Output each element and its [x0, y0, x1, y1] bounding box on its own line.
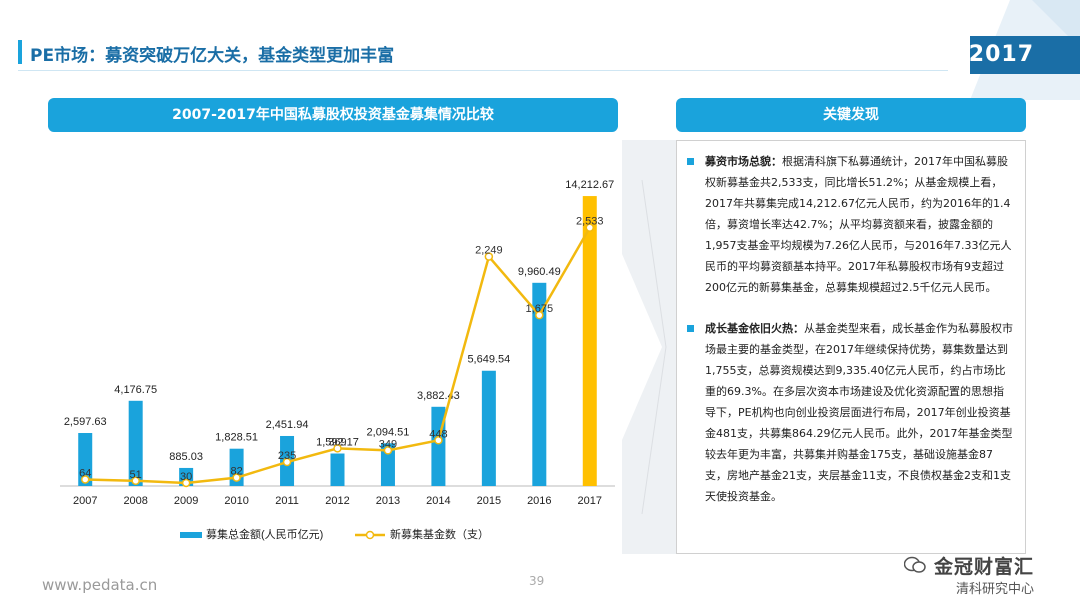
count-label-2007: 64: [79, 467, 91, 479]
finding-body: 根据清科旗下私募通统计，2017年中国私募股权新募基金共2,533支，同比增长5…: [705, 155, 1012, 294]
bar-label-2015: 5,649.54: [467, 354, 510, 366]
bullet-square-icon: [687, 325, 694, 332]
bar-2016: [532, 282, 547, 486]
count-label-2009: 30: [180, 471, 192, 483]
bar-2008: [128, 400, 143, 486]
year-badge: 2017: [940, 0, 1080, 100]
title-bar: PE市场：募资突破万亿大关，基金类型更加丰富: [0, 34, 1000, 72]
title-rule: [18, 70, 948, 71]
watermark-sub: 清科研究中心: [956, 582, 1035, 597]
count-point-2010: [232, 473, 241, 482]
count-label-2015: 2,249: [475, 245, 503, 257]
chart-header: 2007-2017年中国私募股权投资基金募集情况比较: [48, 98, 618, 132]
count-label-2008: 51: [130, 469, 142, 481]
x-tick-2013: 2013: [376, 495, 400, 507]
watermark-main: 金冠财富汇: [934, 556, 1035, 578]
footer-url[interactable]: www.pedata.cn: [42, 576, 158, 594]
bar-label-2011: 2,451.94: [266, 419, 309, 431]
finding-head: 成长基金依旧火热：: [705, 322, 804, 335]
bar-2012: [330, 453, 345, 486]
page-number: 39: [529, 574, 545, 588]
x-tick-2008: 2008: [123, 495, 147, 507]
bullet-square-icon: [687, 158, 694, 165]
count-label-2012: 369: [328, 436, 346, 448]
bar-2007: [78, 433, 93, 486]
x-tick-2007: 2007: [73, 495, 97, 507]
count-label-2017: 2,533: [576, 216, 604, 228]
count-point-2013: [383, 446, 393, 455]
count-point-2014: [434, 436, 443, 445]
watermark: 金冠财富汇 清科研究中心: [896, 552, 1076, 604]
bar-label-2014: 3,882.43: [417, 390, 460, 402]
wechat-icon: [904, 556, 926, 573]
bar-label-2008: 4,176.75: [114, 384, 157, 396]
fundraising-chart: 2,597.63 2007 4,176.75 2008 885.03 2009 1,828.…: [50, 170, 620, 560]
legend-line-marker: [365, 530, 375, 540]
legend-bar-swatch: [180, 532, 202, 538]
bar-label-2010: 1,828.51: [215, 432, 258, 444]
finding-growth-funds: 成长基金依旧火热：从基金类型来看，成长基金作为私募股权市场最主要的基金类型，在2…: [687, 318, 1013, 507]
bar-2015: [481, 370, 496, 486]
legend-line-label: 新募集基金数（支）: [390, 527, 489, 541]
count-point-2017: [585, 223, 595, 232]
bar-label-2016: 9,960.49: [518, 266, 561, 278]
count-point-2009: [181, 478, 191, 488]
bar-label-2007: 2,597.63: [64, 416, 107, 428]
year-badge-shape: [970, 0, 1080, 100]
chart-svg: 2,597.63 2007 4,176.75 2008 885.03 2009 1,828.…: [60, 179, 615, 541]
bar-label-2013: 2,094.51: [367, 426, 410, 438]
findings-box: 募资市场总貌：根据清科旗下私募通统计，2017年中国私募股权新募基金共2,533…: [676, 140, 1026, 554]
count-point-2011: [282, 457, 292, 467]
finding-head: 募资市场总貌：: [705, 155, 782, 168]
findings-header: 关键发现: [676, 98, 1026, 132]
x-tick-2011: 2011: [275, 495, 299, 507]
bar-label-2012: 1,592.17: [316, 437, 359, 449]
funnel-connector: [622, 140, 678, 554]
bar-2013: [380, 443, 395, 486]
title-accent: [18, 40, 22, 64]
x-tick-2012: 2012: [325, 495, 349, 507]
page-title: PE市场：募资突破万亿大关，基金类型更加丰富: [30, 46, 395, 66]
count-label-2010: 82: [230, 466, 242, 478]
count-point-2015: [484, 252, 494, 261]
count-point-2007: [80, 475, 90, 484]
bar-2017: [582, 196, 597, 486]
count-label-2016: 1,675: [526, 303, 554, 315]
finding-body: 从基金类型来看，成长基金作为私募股权市场最主要的基金类型，在2017年继续保持优…: [705, 322, 1013, 503]
count-label-2014: 448: [429, 428, 447, 440]
x-tick-2017: 2017: [578, 495, 602, 507]
bar-label-2017: 14,212.67: [565, 179, 614, 191]
x-tick-2015: 2015: [477, 495, 501, 507]
x-tick-2016: 2016: [527, 495, 551, 507]
x-tick-2009: 2009: [174, 495, 198, 507]
year-badge-text: 2017: [968, 42, 1034, 67]
x-tick-2010: 2010: [224, 495, 248, 507]
count-point-2008: [131, 476, 140, 486]
count-label-2011: 235: [278, 450, 296, 462]
finding-fundraising-overview: 募资市场总貌：根据清科旗下私募通统计，2017年中国私募股权新募基金共2,533…: [687, 151, 1013, 298]
count-label-2013: 349: [379, 438, 397, 450]
bar-label-2009: 885.03: [169, 451, 203, 463]
legend-bar-label: 募集总金额(人民币亿元): [206, 527, 323, 541]
count-point-2016: [535, 310, 544, 320]
count-point-2012: [333, 444, 342, 453]
x-tick-2014: 2014: [426, 495, 450, 507]
